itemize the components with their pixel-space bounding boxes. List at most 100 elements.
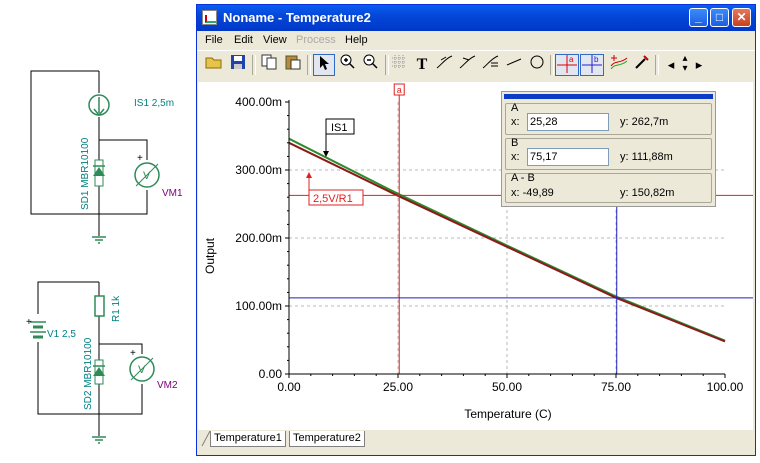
diode-icon[interactable] <box>93 359 105 385</box>
y-tick-label: 0.00 <box>259 367 283 381</box>
svg-text:b: b <box>594 55 599 64</box>
zoom-in-icon[interactable] <box>337 54 359 76</box>
close-button[interactable]: ✕ <box>732 8 751 27</box>
schematic-canvas[interactable]: IS1 2,5m SD1 MBR10100 V + VM1 + V1 2,5 R… <box>0 0 200 463</box>
is1-component-label: IS1 2,5m <box>134 98 174 109</box>
menu-help[interactable]: Help <box>345 34 368 46</box>
x-axis-label: Temperature (C) <box>464 407 551 421</box>
cursor-b-x-label: x: <box>511 151 520 163</box>
x-tick-label: 100.00 <box>707 380 744 394</box>
cursor-a-marker[interactable] <box>393 83 405 96</box>
y-tick-label: 300.00m <box>235 163 282 177</box>
paste-icon[interactable] <box>282 54 304 76</box>
ratio-annotation-label: 2,5V/R1 <box>313 193 353 205</box>
add-curve-icon[interactable] <box>608 54 630 76</box>
annotations: IS1 2,5V/R1 <box>306 118 364 206</box>
cursor-diff-x-value: x: -49,89 <box>511 187 554 199</box>
voltmeter-icon[interactable]: V <box>134 162 160 188</box>
cursor-a-group: A x: 25,28 y: 262,7m <box>505 102 712 135</box>
wire <box>30 70 99 215</box>
voltmeter-icon[interactable]: V <box>129 356 155 382</box>
copy-icon[interactable] <box>258 54 280 76</box>
sd1-component-label: SD1 MBR10100 <box>80 137 91 210</box>
diode-icon[interactable] <box>93 159 105 187</box>
cursor-a-title: A <box>511 102 519 114</box>
cursor-b-x-input[interactable]: 75,17 <box>527 148 609 166</box>
toolbar: T a b ◂ ▴ ▾ ▸ <box>197 50 755 81</box>
arrow-left-icon[interactable]: ◂ <box>667 57 675 72</box>
maximize-button[interactable]: □ <box>710 8 729 27</box>
text-icon[interactable]: T <box>416 56 428 73</box>
wire <box>99 139 148 160</box>
menu-edit[interactable]: Edit <box>234 34 253 46</box>
curve-label-3-icon[interactable] <box>480 54 502 76</box>
cursor-b-icon[interactable]: b <box>580 54 604 76</box>
tab-temperature1[interactable]: Temperature1 <box>210 431 286 447</box>
vm2-symbol: V <box>138 364 146 376</box>
x-tick-label: 0.00 <box>277 380 301 394</box>
menu-file[interactable]: File <box>205 34 223 46</box>
series-line-2[interactable] <box>288 141 726 343</box>
current-source-icon[interactable] <box>88 94 110 117</box>
chart-svg[interactable]: a Output Temperature (C) 0.00 25.00 50.00 7… <box>198 82 755 430</box>
line-icon[interactable] <box>503 54 525 76</box>
cursor-a-x-input[interactable]: 25,28 <box>527 113 609 131</box>
y-axis-label: Output <box>203 237 217 274</box>
title-bar[interactable]: Noname - Temperature2 _ □ ✕ <box>197 5 755 31</box>
y-tick-label: 100.00m <box>235 299 282 313</box>
arrow-up-down-icon[interactable]: ▴ ▾ <box>682 53 688 74</box>
ground-icon <box>92 236 106 244</box>
cursor-a-icon[interactable]: a <box>555 54 579 76</box>
zoom-out-icon[interactable] <box>360 54 382 76</box>
vm1-component-label: VM1 <box>162 188 183 199</box>
y-tick-label: 200.00m <box>235 231 282 245</box>
ratio-annotation-box[interactable] <box>308 189 364 206</box>
diagram-window: Noname - Temperature2 _ □ ✕ File Edit Vi… <box>196 4 756 456</box>
wire <box>99 190 148 215</box>
cursor-b-y-value: y: 111,88m <box>620 151 673 163</box>
sd2-component-label: SD2 MBR10100 <box>83 337 94 410</box>
wire <box>37 342 99 415</box>
pointer-icon[interactable] <box>313 54 335 76</box>
svg-text:a: a <box>569 55 574 64</box>
battery-icon[interactable] <box>30 321 46 339</box>
tab-scroll-icon[interactable] <box>200 431 212 447</box>
open-folder-icon[interactable] <box>203 54 225 76</box>
is1-annotation-box[interactable] <box>325 118 355 135</box>
minimize-button[interactable]: _ <box>689 8 708 27</box>
cursor-a-x-label: x: <box>511 116 520 128</box>
x-tick-label: 25.00 <box>383 380 413 394</box>
curve-label-2-icon[interactable] <box>457 54 479 76</box>
menu-bar: File Edit View Process Help <box>197 31 755 49</box>
cursor-a-y-value: y: 262,7m <box>620 116 669 128</box>
cursor-diff-y-value: y: 150,82m <box>620 187 675 199</box>
series-line-1[interactable] <box>288 137 726 342</box>
vm1-plus-label: + <box>137 153 143 164</box>
arrow-right-icon[interactable]: ▸ <box>695 57 703 72</box>
tab-bar: Temperature1 Temperature2 <box>198 431 753 453</box>
cursor-b-group: B x: 75,17 y: 111,88m <box>505 137 712 170</box>
vm2-component-label: VM2 <box>157 380 178 391</box>
tab-temperature2[interactable]: Temperature2 <box>289 431 365 447</box>
menu-view[interactable]: View <box>263 34 287 46</box>
resistor-icon[interactable] <box>94 295 105 317</box>
y-tick-label: 400.00m <box>235 95 282 109</box>
axes: Output Temperature (C) 0.00 25.00 50.00 75.… <box>203 95 744 421</box>
cursor-readout-panel: A x: 25,28 y: 262,7m B x: 75,17 y: 111,8… <box>501 91 716 207</box>
is1-annotation-arrowhead <box>323 151 329 157</box>
app-icon <box>202 10 217 25</box>
r1-component-label: R1 1k <box>111 295 122 322</box>
vm2-plus-label: + <box>130 348 136 359</box>
window-title: Noname - Temperature2 <box>223 10 371 25</box>
grid-icon[interactable] <box>388 54 410 76</box>
probe-icon[interactable] <box>631 54 653 76</box>
curve-label-icon[interactable] <box>434 54 456 76</box>
v1-plus-label: + <box>26 317 32 328</box>
save-icon[interactable] <box>227 54 249 76</box>
menu-process[interactable]: Process <box>296 34 336 46</box>
cursor-a-marker-label: a <box>397 85 402 95</box>
ellipse-icon[interactable] <box>526 54 548 76</box>
x-tick-label: 75.00 <box>601 380 631 394</box>
cursor-diff-group: A - B x: -49,89 y: 150,82m <box>505 172 712 203</box>
panel-header-bar[interactable] <box>504 94 713 99</box>
